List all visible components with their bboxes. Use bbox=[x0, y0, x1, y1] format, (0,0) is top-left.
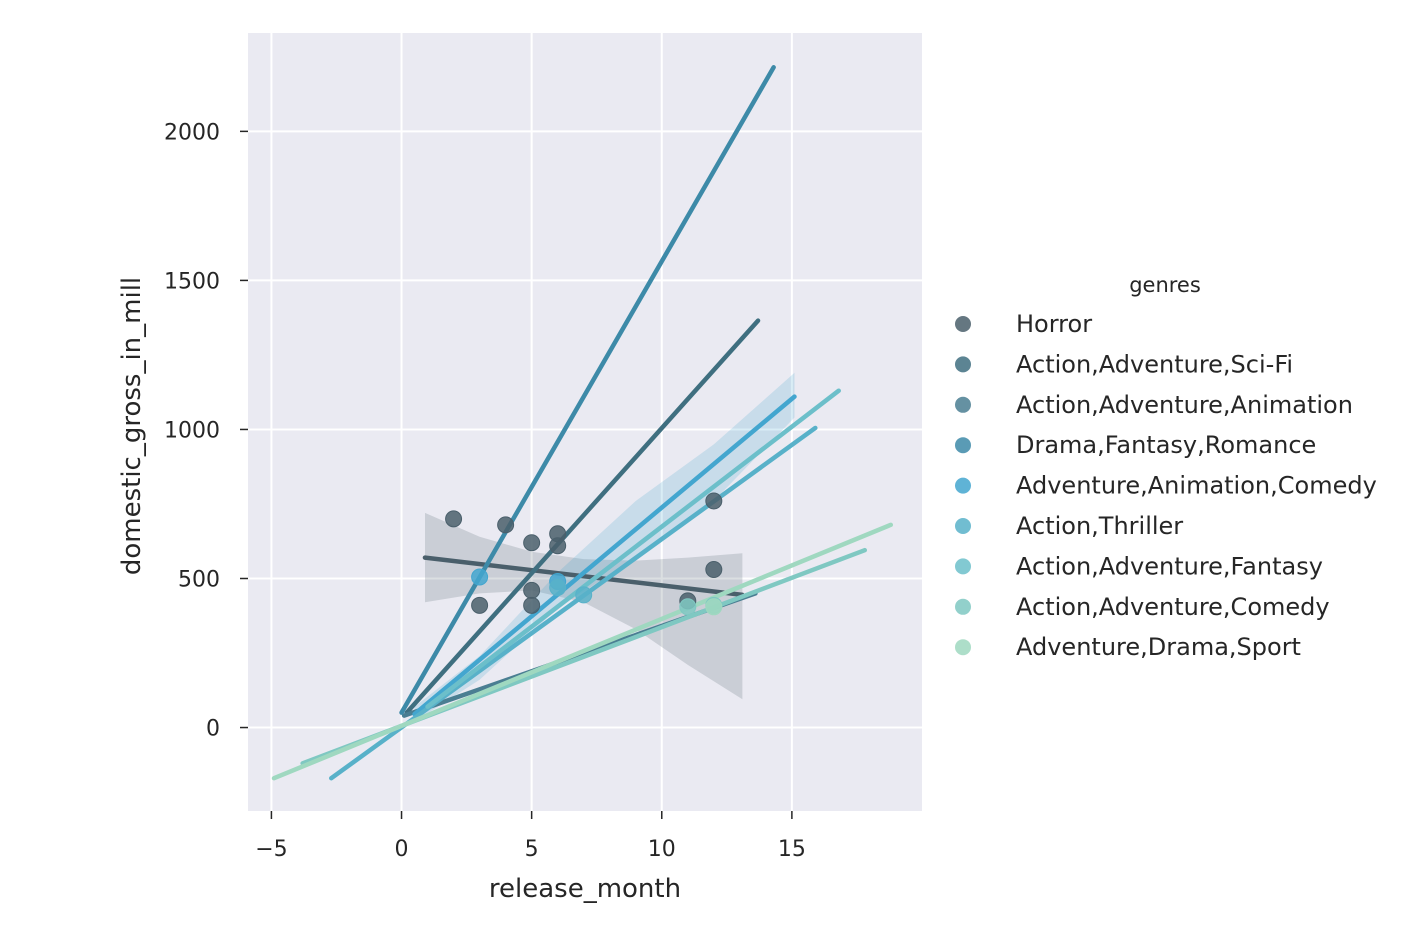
data-point bbox=[679, 598, 697, 616]
data-point bbox=[523, 596, 541, 614]
legend-entry: Action,Adventure,Fantasy bbox=[1016, 552, 1323, 580]
legend-marker bbox=[955, 316, 971, 332]
data-point bbox=[497, 516, 515, 534]
regression-line bbox=[271, 522, 894, 781]
legend-marker bbox=[955, 639, 971, 656]
y-tick-label: 1500 bbox=[164, 269, 220, 294]
x-axis-label: release_month bbox=[489, 874, 681, 904]
x-tick-label: −5 bbox=[255, 837, 287, 862]
legend-marker bbox=[955, 477, 971, 494]
legend-marker bbox=[955, 356, 971, 373]
y-tick-label: 500 bbox=[178, 567, 220, 592]
data-point bbox=[471, 596, 489, 614]
legend-marker bbox=[955, 518, 971, 534]
legend-entry: Action,Adventure,Animation bbox=[1016, 391, 1353, 419]
y-tick-label: 2000 bbox=[164, 120, 220, 145]
plot-background bbox=[248, 33, 922, 811]
legend-entry: Action,Adventure,Comedy bbox=[1016, 593, 1330, 621]
x-tick-label: 15 bbox=[778, 837, 806, 862]
legend-marker bbox=[955, 437, 971, 454]
regression-line bbox=[425, 388, 841, 709]
data-point bbox=[523, 581, 541, 599]
x-axis-ticks: −5 0 5 10 15 bbox=[255, 811, 806, 862]
legend-entry: Drama,Fantasy,Romance bbox=[1016, 431, 1316, 459]
data-point bbox=[575, 586, 593, 604]
x-tick-label: 5 bbox=[525, 837, 539, 862]
legend-marker bbox=[955, 598, 971, 615]
data-point bbox=[705, 598, 723, 616]
grid bbox=[248, 33, 922, 811]
regression-line bbox=[422, 555, 745, 598]
confidence-band bbox=[425, 512, 743, 700]
legend-marker bbox=[955, 558, 971, 575]
x-tick-label: 0 bbox=[395, 837, 409, 862]
legend-entry: Action,Thriller bbox=[1016, 512, 1183, 540]
legend-marker bbox=[955, 396, 971, 413]
legend-entry: Action,Adventure,Sci-Fi bbox=[1016, 350, 1293, 378]
legend-title: genres bbox=[1129, 273, 1201, 297]
data-point bbox=[705, 561, 723, 579]
regression-line bbox=[412, 394, 797, 717]
data-point bbox=[471, 568, 489, 586]
y-axis-label: domestic_gross_in_mill bbox=[117, 277, 147, 575]
y-tick-label: 0 bbox=[206, 717, 220, 742]
y-axis-ticks: 0 500 1000 1500 2000 bbox=[164, 120, 248, 742]
x-tick-label: 10 bbox=[648, 837, 676, 862]
data-point bbox=[445, 510, 463, 528]
data-point bbox=[549, 537, 567, 555]
data-point bbox=[705, 492, 723, 510]
data-point bbox=[549, 578, 567, 596]
data-points bbox=[445, 492, 723, 616]
legend-entry: Adventure,Animation,Comedy bbox=[1016, 472, 1377, 500]
regression-line bbox=[399, 65, 776, 715]
data-point bbox=[523, 534, 541, 552]
y-tick-label: 1000 bbox=[164, 418, 220, 443]
legend-entry: Adventure,Drama,Sport bbox=[1016, 633, 1301, 661]
legend: genres Horror Action,Adventure,Sci-Fi Acti… bbox=[955, 273, 1377, 661]
regression-lines bbox=[271, 65, 894, 781]
regression-line bbox=[404, 318, 761, 715]
legend-entry: Horror bbox=[1016, 310, 1092, 338]
